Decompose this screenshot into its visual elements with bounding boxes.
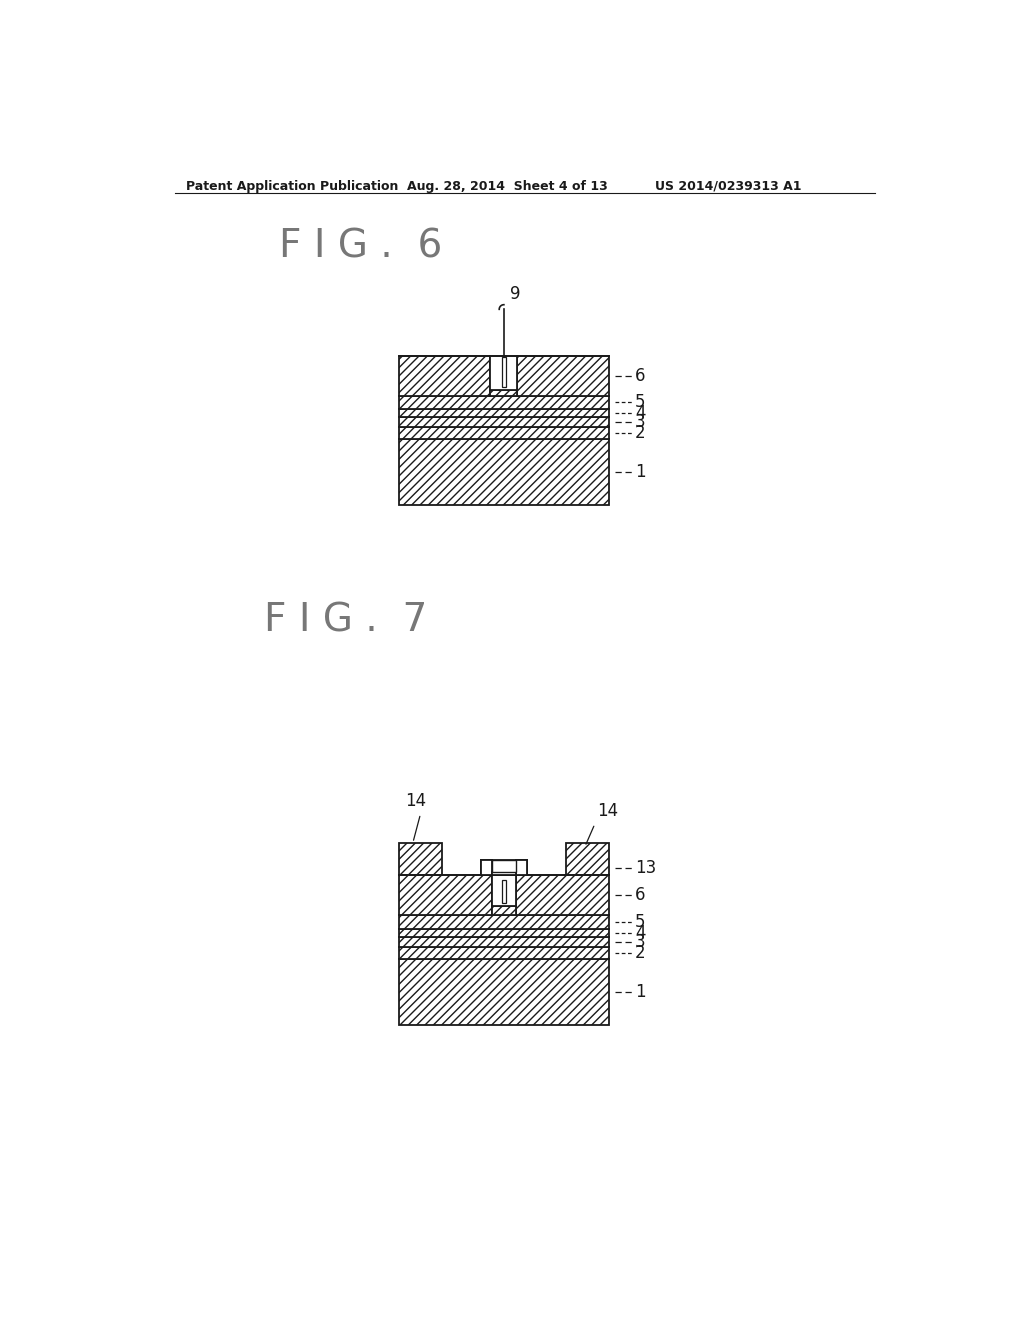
- Text: 4: 4: [635, 404, 645, 422]
- Text: 14: 14: [406, 792, 426, 810]
- Text: 9: 9: [510, 285, 520, 304]
- Bar: [480, 859, 527, 875]
- Text: 1: 1: [635, 983, 645, 1001]
- Text: US 2014/0239313 A1: US 2014/0239313 A1: [655, 180, 802, 193]
- Text: 2: 2: [635, 944, 645, 962]
- Bar: [399, 440, 608, 506]
- Text: Patent Application Publication: Patent Application Publication: [186, 180, 398, 193]
- Bar: [399, 946, 608, 960]
- Bar: [399, 915, 608, 929]
- Bar: [399, 960, 608, 1024]
- Text: 3: 3: [635, 413, 645, 432]
- Bar: [480, 859, 493, 875]
- Bar: [493, 873, 515, 875]
- Bar: [517, 355, 608, 396]
- Bar: [566, 843, 608, 875]
- Bar: [502, 358, 506, 387]
- Bar: [399, 396, 608, 409]
- Text: 5: 5: [635, 913, 645, 931]
- Bar: [515, 859, 527, 875]
- Bar: [493, 906, 515, 915]
- Bar: [480, 859, 493, 875]
- Bar: [399, 875, 493, 915]
- Bar: [399, 843, 442, 875]
- Bar: [515, 875, 608, 915]
- Bar: [515, 859, 527, 875]
- Bar: [399, 409, 608, 417]
- Text: 4: 4: [635, 924, 645, 942]
- Text: 14: 14: [597, 801, 618, 820]
- Text: 13: 13: [635, 858, 656, 876]
- Bar: [399, 355, 490, 396]
- Text: 6: 6: [635, 886, 645, 904]
- Text: F I G .  7: F I G . 7: [263, 601, 427, 639]
- Text: Aug. 28, 2014  Sheet 4 of 13: Aug. 28, 2014 Sheet 4 of 13: [407, 180, 608, 193]
- Bar: [493, 859, 515, 873]
- Text: F I G .  6: F I G . 6: [280, 227, 442, 265]
- Bar: [399, 428, 608, 440]
- Bar: [399, 937, 608, 946]
- Bar: [490, 355, 517, 391]
- Bar: [493, 875, 515, 906]
- Bar: [399, 929, 608, 937]
- Text: 3: 3: [635, 933, 645, 950]
- Text: 6: 6: [635, 367, 645, 384]
- Text: 1: 1: [635, 463, 645, 482]
- Bar: [399, 417, 608, 428]
- Bar: [502, 880, 506, 903]
- Bar: [490, 391, 517, 396]
- Text: 5: 5: [635, 393, 645, 412]
- Text: 2: 2: [635, 424, 645, 442]
